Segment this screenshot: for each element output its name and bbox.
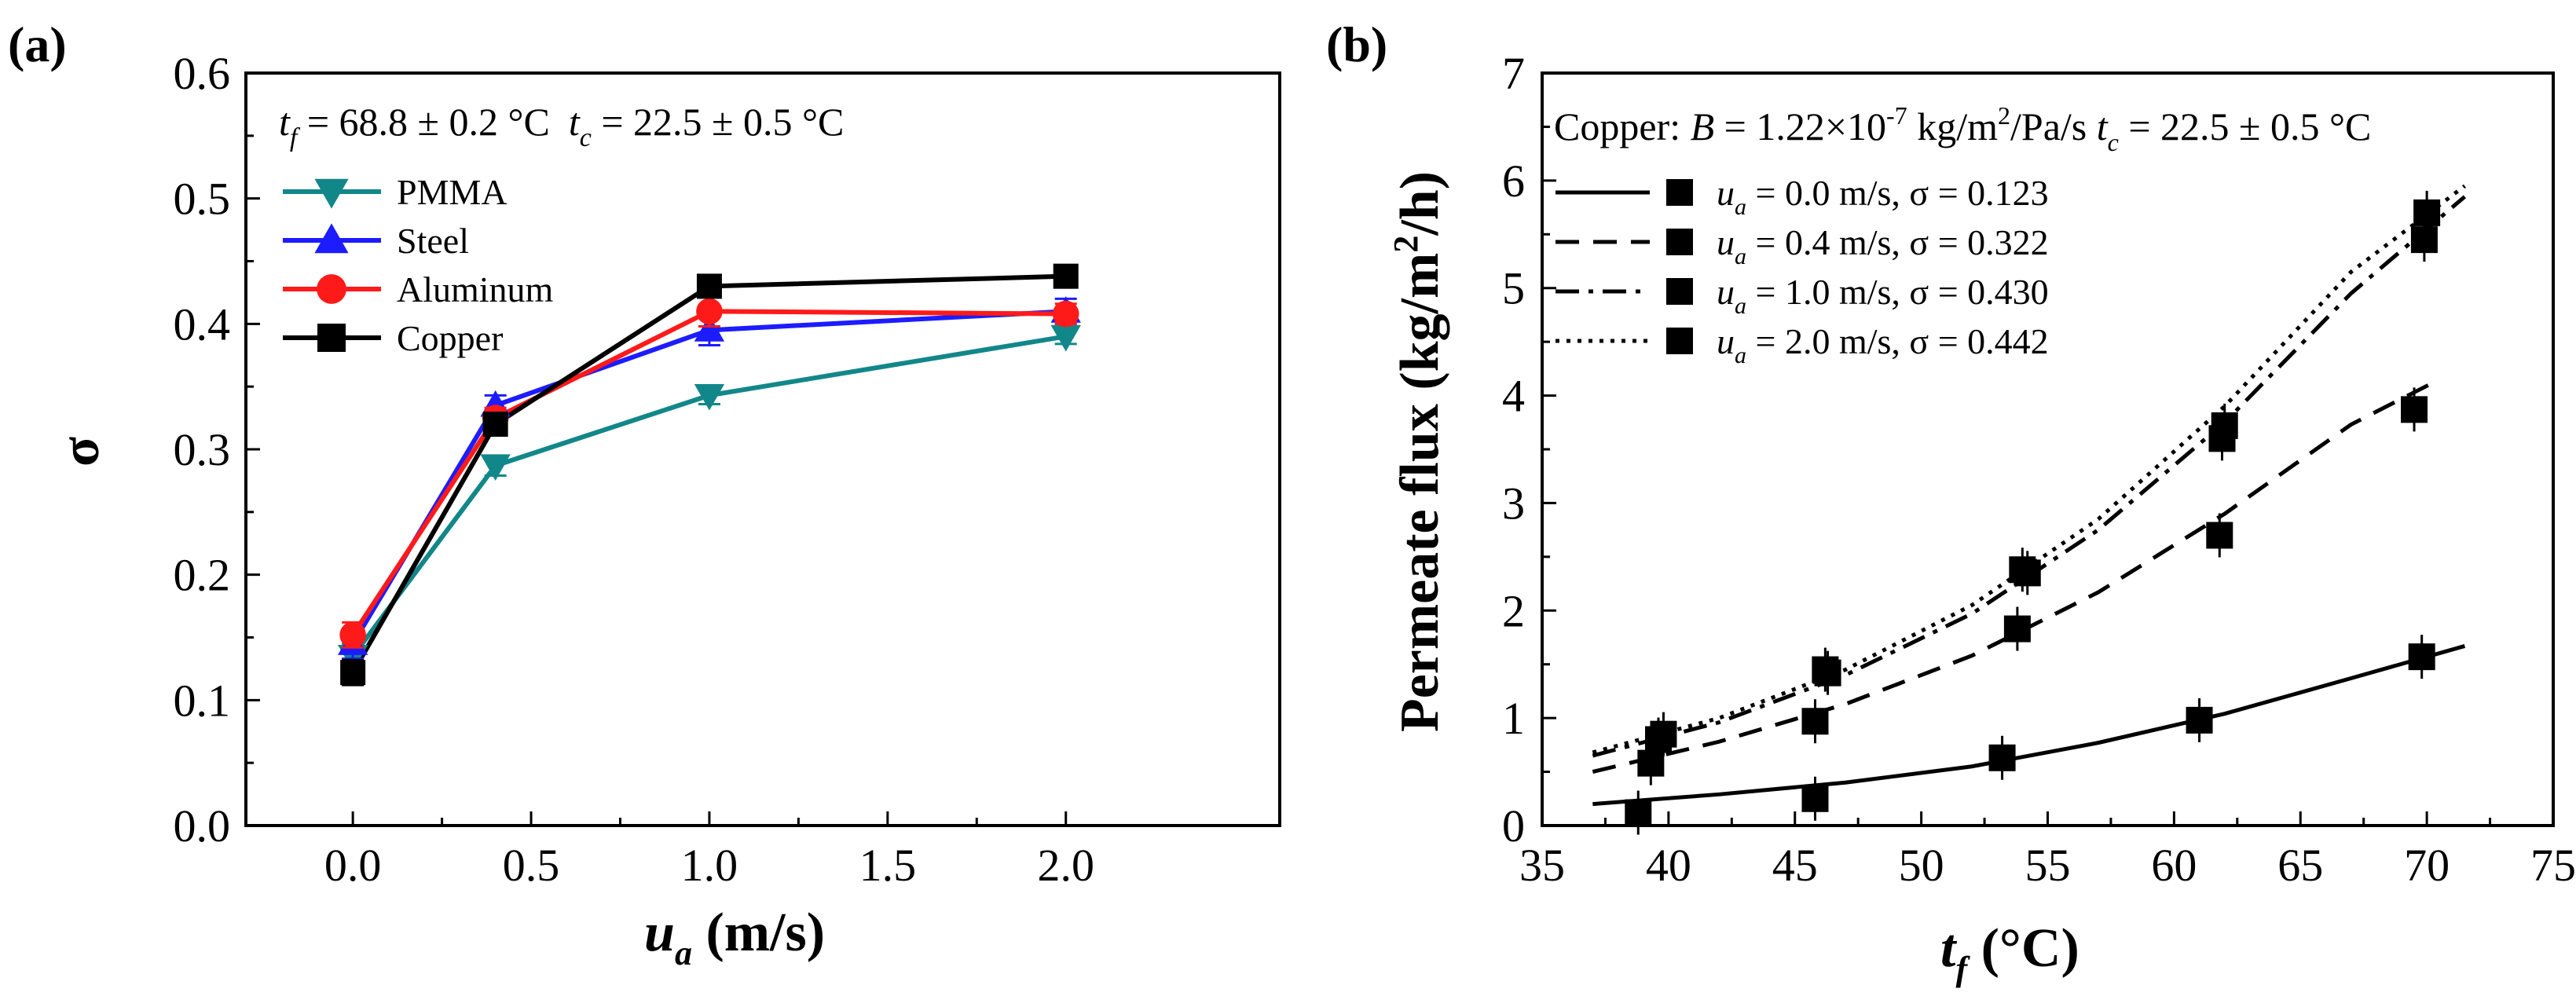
panel-a-legend-label-aluminum: Aluminum xyxy=(397,269,554,309)
panel-b-point-3 xyxy=(2211,412,2238,439)
panel-a-point-copper xyxy=(340,660,366,686)
panel-a-legend-marker-copper xyxy=(317,324,346,352)
panel-b-fit-solid xyxy=(1592,644,2466,807)
panel-a-point-copper xyxy=(482,412,508,438)
panel-b-markers xyxy=(1625,190,2441,835)
panel-b-header: Copper: B = 1.22×10-7 kg/m2/Pa/s tc = 22… xyxy=(1554,101,2371,156)
panel-a-legend-label-steel: Steel xyxy=(397,221,469,261)
panel-b-y-tick-label: 4 xyxy=(1502,371,1525,422)
panel-b-point-3 xyxy=(1812,656,1839,683)
panel-a-y-tick-label: 0.4 xyxy=(174,298,231,350)
panel-a-point-aluminum xyxy=(339,621,366,649)
panel-a-x-tick-label: 0.5 xyxy=(503,840,560,891)
panel-a-y-tick-label: 0.1 xyxy=(174,675,231,726)
panel-a-y-label: σ xyxy=(50,437,111,467)
panel-b-y-ticks: 0 1 2 3 4 5 6 7 xyxy=(1502,48,1556,851)
panel-a-markers xyxy=(337,263,1081,687)
panel-b-point-0 xyxy=(1801,785,1829,812)
panel-b-point-3 xyxy=(2009,556,2036,584)
panel-a-legend-label-pmma: PMMA xyxy=(397,172,508,212)
panel-b-y-tick-label: 1 xyxy=(1502,693,1525,744)
panel-a-x-tick-label: 1.0 xyxy=(681,840,738,891)
panel-b-y-tick-label: 0 xyxy=(1502,800,1525,851)
panel-a-label: (a) xyxy=(8,16,67,72)
panel-b-point-3 xyxy=(2413,199,2441,226)
panel-a-conditions: tf = 68.8 ± 0.2 °C tc = 22.5 ± 0.5 °C xyxy=(279,100,844,152)
panel-b-legend-marker-0 xyxy=(1666,179,1693,206)
panel-b-point-0 xyxy=(2186,706,2213,734)
panel-a-x-tick-label: 1.5 xyxy=(859,840,917,891)
panel-b-point-0 xyxy=(1988,744,2016,771)
panel-a-series-lines xyxy=(350,273,1067,674)
panel-b-point-1 xyxy=(1637,749,1665,777)
panel-b-x-tick-label: 35 xyxy=(1519,840,1565,891)
panel-b-y-label: Permeate flux (kg/m2/h) xyxy=(1387,171,1450,732)
panel-a-x-label: ua (m/s) xyxy=(644,903,825,972)
panel-b-point-0 xyxy=(2408,643,2435,671)
panel-b-y-tick-label: 2 xyxy=(1502,585,1525,636)
panel-b-legend-label-0: ua = 0.0 m/s, σ = 0.123 xyxy=(1717,173,2049,220)
panel-b-y-tick-label: 7 xyxy=(1502,48,1525,99)
panel-a-y-tick-label: 0.5 xyxy=(174,174,231,225)
panel-a-legend: PMMA Steel Aluminum Copper xyxy=(283,172,554,358)
panel-a-y-tick-label: 0.6 xyxy=(174,48,231,99)
panel-a-line-pmma xyxy=(350,334,1067,658)
panel-b-x-tick-label: 50 xyxy=(1899,840,1944,891)
panel-a-point-copper xyxy=(696,273,722,299)
panel-b-y-tick-label: 3 xyxy=(1502,478,1525,529)
panel-a-legend-marker-pmma xyxy=(314,178,349,209)
panel-b-point-1 xyxy=(2003,615,2031,643)
panel-b-x-tick-label: 65 xyxy=(2277,840,2323,891)
panel-b-fit-dotted xyxy=(1592,184,2466,755)
panel-a-legend-marker-steel xyxy=(314,223,349,254)
panel-b-point-1 xyxy=(1801,708,1829,735)
panel-b-point-1 xyxy=(2206,522,2233,549)
panel-a-point-copper xyxy=(1053,263,1079,289)
panel-b-point-2 xyxy=(2410,226,2438,254)
panel-b-point-3 xyxy=(1650,720,1677,748)
panel-b-x-label: tf (°C) xyxy=(1940,918,2079,988)
panel-b-fit-dashed xyxy=(1592,377,2441,774)
panel-b-legend-label-1: ua = 0.4 m/s, σ = 0.322 xyxy=(1717,222,2049,269)
panel-a-point-pmma xyxy=(1050,324,1081,352)
panel-a-x-tick-label: 0.0 xyxy=(324,840,382,891)
panel-b-label: (b) xyxy=(1326,16,1387,72)
panel-b-legend-label-2: ua = 1.0 m/s, σ = 0.430 xyxy=(1717,272,2049,319)
panel-b-legend-marker-3 xyxy=(1666,328,1693,354)
panel-a-x-tick-label: 2.0 xyxy=(1037,840,1094,891)
panel-a-legend-label-copper: Copper xyxy=(397,318,503,358)
panel-a-line-steel xyxy=(350,309,1066,646)
panel-a-point-steel xyxy=(694,315,725,342)
panel-a-point-aluminum xyxy=(696,298,723,325)
panel-b-y-tick-label: 5 xyxy=(1502,263,1525,314)
panel-a-line-copper xyxy=(350,273,1066,674)
panel-b-x-ticks: 35 40 45 50 55 60 65 70 75 xyxy=(1519,811,2576,891)
panel-b-point-1 xyxy=(2401,396,2428,423)
panel-a-y-tick-label: 0.0 xyxy=(174,800,231,851)
panel-a-line-aluminum xyxy=(350,309,1066,636)
panel-a-legend-marker-aluminum xyxy=(317,274,346,304)
panel-b-y-tick-label: 6 xyxy=(1502,156,1525,207)
panel-b-x-tick-label: 45 xyxy=(1772,840,1818,891)
panel-a: (a) 0.0 0.5 1.0 1.5 2.0 0.00.10.20.30.40.50.… xyxy=(8,16,1281,972)
panel-a-y-tick-label: 0.2 xyxy=(174,550,231,601)
panel-b-x-tick-label: 60 xyxy=(2151,840,2197,891)
panel-a-y-tick-label: 0.3 xyxy=(174,424,231,475)
panel-a-point-pmma xyxy=(480,454,511,481)
panel-a-x-ticks: 0.0 0.5 1.0 1.5 2.0 xyxy=(324,811,1094,891)
panel-a-point-pmma xyxy=(694,383,725,411)
panel-a-point-aluminum xyxy=(1052,300,1079,328)
panel-b-point-0 xyxy=(1625,799,1652,826)
panel-b-legend-marker-1 xyxy=(1666,229,1693,255)
panel-b-x-tick-label: 40 xyxy=(1646,840,1691,891)
panel-b-x-tick-label: 70 xyxy=(2404,840,2450,891)
panel-b-legend-marker-2 xyxy=(1666,278,1693,305)
panel-a-y-ticks: 0.0 0.1 0.2 0.3 0.4 0.5 0.6 xyxy=(174,48,260,851)
panel-b-legend-label-3: ua = 2.0 m/s, σ = 0.442 xyxy=(1717,321,2049,368)
panel-b-x-tick-label: 55 xyxy=(2025,840,2071,891)
panel-b-x-tick-label: 75 xyxy=(2530,840,2576,891)
